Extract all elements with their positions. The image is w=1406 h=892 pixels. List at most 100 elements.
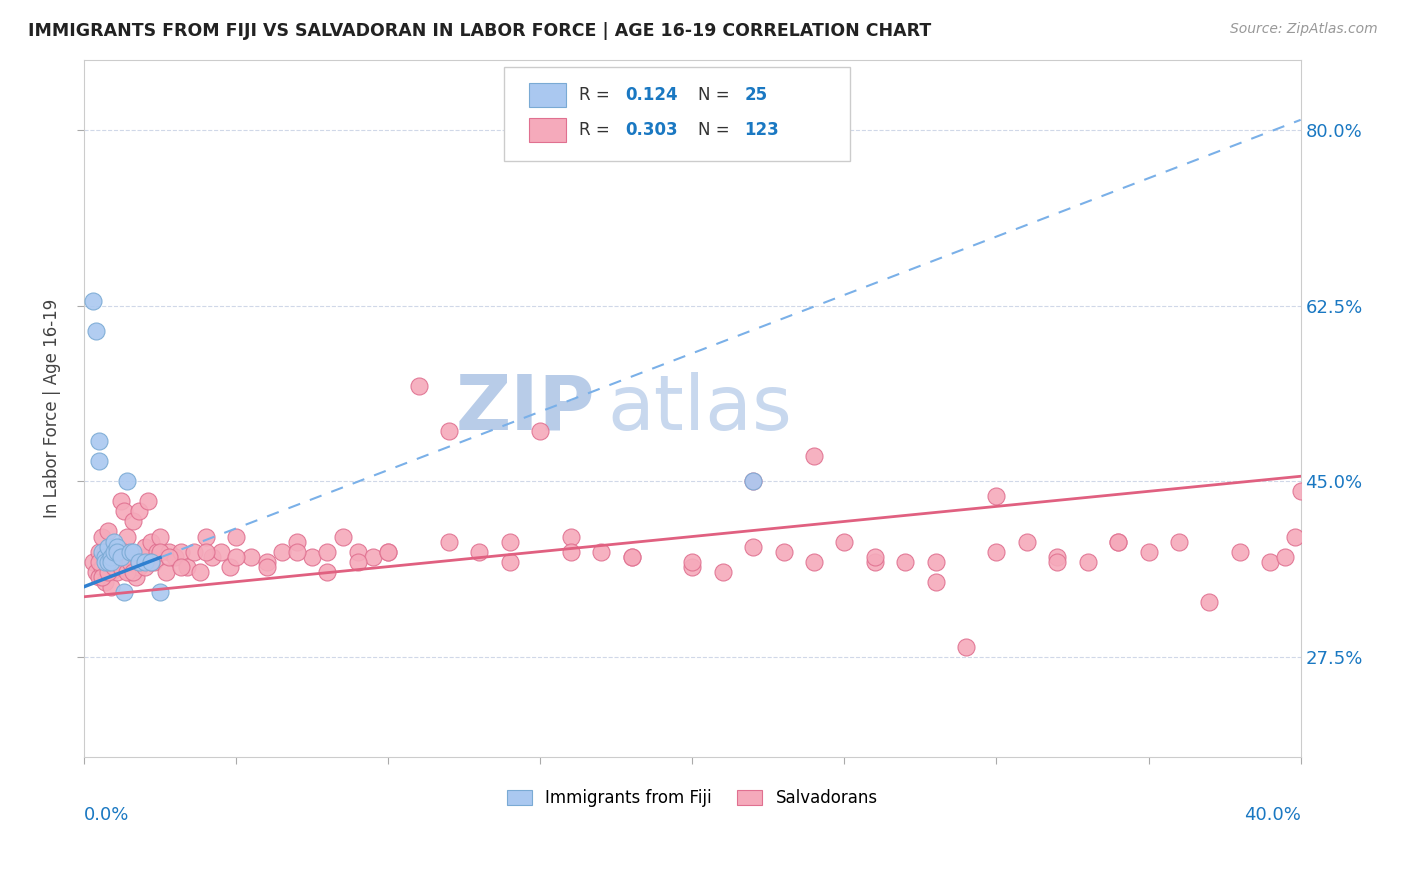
Point — [103, 534, 125, 549]
Point — [128, 504, 150, 518]
Point — [301, 549, 323, 564]
Point — [94, 549, 117, 564]
Point — [82, 293, 104, 308]
Point — [91, 569, 114, 583]
Text: 0.124: 0.124 — [626, 87, 678, 104]
Point — [201, 549, 224, 564]
Point — [285, 544, 308, 558]
Point — [118, 549, 141, 564]
Point — [176, 559, 198, 574]
Point — [121, 565, 143, 579]
Point — [89, 555, 111, 569]
Point — [94, 544, 117, 558]
Text: 123: 123 — [745, 121, 779, 139]
Point — [84, 565, 107, 579]
Point — [134, 555, 156, 569]
Point — [1107, 534, 1129, 549]
Point — [170, 559, 193, 574]
Point — [157, 544, 180, 558]
Point — [131, 549, 153, 564]
Point — [742, 540, 765, 554]
Text: N =: N = — [699, 87, 735, 104]
Point — [149, 529, 172, 543]
Point — [1289, 484, 1312, 499]
Text: 40.0%: 40.0% — [1244, 806, 1301, 824]
Point — [499, 555, 522, 569]
Point — [1168, 534, 1191, 549]
Point — [1137, 544, 1160, 558]
Point — [1046, 555, 1069, 569]
Text: ZIP: ZIP — [456, 371, 595, 445]
Point — [97, 555, 120, 569]
Point — [112, 504, 135, 518]
Point — [316, 544, 339, 558]
FancyBboxPatch shape — [529, 119, 565, 142]
Point — [89, 434, 111, 449]
FancyBboxPatch shape — [503, 67, 851, 161]
Point — [285, 534, 308, 549]
Point — [89, 544, 111, 558]
Point — [1284, 529, 1306, 543]
Point — [437, 424, 460, 438]
Point — [316, 565, 339, 579]
FancyBboxPatch shape — [529, 83, 565, 107]
Point — [97, 524, 120, 539]
Point — [742, 475, 765, 489]
Point — [219, 559, 242, 574]
Point — [112, 584, 135, 599]
Point — [128, 555, 150, 569]
Point — [803, 449, 825, 463]
Point — [118, 544, 141, 558]
Point — [155, 565, 177, 579]
Point — [110, 549, 132, 564]
Point — [803, 555, 825, 569]
Point — [165, 549, 187, 564]
Point — [1258, 555, 1281, 569]
Text: 0.303: 0.303 — [626, 121, 678, 139]
Point — [346, 555, 368, 569]
Point — [560, 529, 582, 543]
Point — [377, 544, 399, 558]
Point — [270, 544, 292, 558]
Point — [225, 529, 247, 543]
Point — [107, 544, 129, 558]
Point — [97, 555, 120, 569]
Point — [118, 565, 141, 579]
Point — [332, 529, 354, 543]
Point — [89, 454, 111, 468]
Point — [125, 569, 148, 583]
Point — [346, 544, 368, 558]
Text: Source: ZipAtlas.com: Source: ZipAtlas.com — [1230, 22, 1378, 37]
Point — [834, 534, 856, 549]
Point — [955, 640, 977, 654]
Point — [134, 559, 156, 574]
Point — [107, 565, 129, 579]
Point — [100, 580, 122, 594]
Text: R =: R = — [579, 121, 616, 139]
Point — [986, 544, 1008, 558]
Point — [94, 555, 117, 569]
Point — [107, 540, 129, 554]
Point — [986, 489, 1008, 503]
Point — [110, 494, 132, 508]
Point — [1229, 544, 1251, 558]
Point — [103, 559, 125, 574]
Text: IMMIGRANTS FROM FIJI VS SALVADORAN IN LABOR FORCE | AGE 16-19 CORRELATION CHART: IMMIGRANTS FROM FIJI VS SALVADORAN IN LA… — [28, 22, 931, 40]
Legend: Immigrants from Fiji, Salvadorans: Immigrants from Fiji, Salvadorans — [499, 780, 886, 815]
Point — [115, 565, 138, 579]
Text: N =: N = — [699, 121, 735, 139]
Point — [1077, 555, 1099, 569]
Point — [94, 574, 117, 589]
Point — [128, 559, 150, 574]
Point — [100, 565, 122, 579]
Point — [134, 540, 156, 554]
Point — [139, 555, 162, 569]
Text: 25: 25 — [745, 87, 768, 104]
Point — [408, 379, 430, 393]
Point — [620, 549, 643, 564]
Point — [149, 544, 172, 558]
Point — [361, 549, 384, 564]
Point — [591, 544, 613, 558]
Point — [240, 549, 263, 564]
Text: R =: R = — [579, 87, 616, 104]
